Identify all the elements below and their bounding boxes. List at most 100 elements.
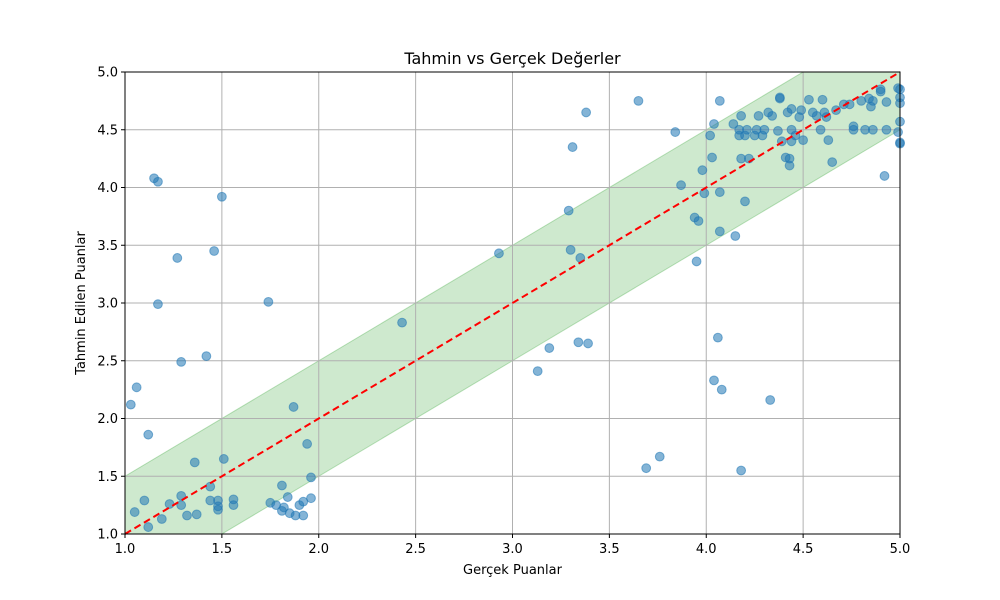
scatter-point	[633, 95, 644, 106]
scatter-point	[164, 499, 175, 509]
scatter-point	[191, 509, 202, 520]
y-tick-label: 1.0	[97, 528, 118, 543]
scatter-point	[765, 395, 776, 405]
y-tick-label: 3.0	[97, 297, 118, 312]
scatter-point	[759, 124, 770, 135]
y-axis-label: Tahmin Edilen Puanlar	[74, 231, 89, 376]
scatter-point	[131, 382, 142, 393]
scatter-point	[216, 191, 227, 202]
x-tick-label: 4.0	[696, 542, 717, 557]
scatter-point	[742, 124, 752, 135]
scatter-point	[567, 142, 578, 152]
scatter-point	[893, 127, 903, 137]
x-tick-label: 3.5	[599, 542, 620, 557]
scatter-point	[740, 196, 750, 207]
scatter-point	[670, 127, 681, 137]
scatter-point	[565, 244, 576, 255]
scatter-point	[573, 337, 584, 348]
scatter-point	[823, 135, 834, 146]
scatter-point	[848, 124, 859, 135]
scatter-point	[753, 110, 764, 121]
scatter-point	[815, 124, 826, 135]
scatter-point	[774, 92, 785, 103]
scatter-point	[867, 124, 878, 135]
scatter-point	[494, 248, 504, 259]
scatter-point	[827, 157, 838, 167]
scatter-point	[228, 500, 239, 511]
scatter-point	[288, 402, 299, 412]
scatter-point	[867, 95, 878, 106]
scatter-point	[153, 299, 163, 310]
scatter-point	[213, 504, 223, 515]
scatter-point	[817, 94, 828, 105]
scatter-point	[306, 493, 316, 504]
scatter-point	[691, 256, 702, 267]
scatter-point	[714, 187, 725, 198]
scatter-point	[278, 502, 289, 513]
scatter-point	[125, 399, 136, 410]
scatter-point	[736, 110, 747, 121]
scatter-point	[156, 514, 167, 524]
x-axis-label: Gerçek Puanlar	[463, 563, 563, 578]
scatter-point	[712, 332, 723, 343]
scatter-point	[767, 110, 778, 121]
scatter-point	[784, 160, 795, 171]
scatter-point	[306, 472, 316, 483]
y-tick-label: 4.5	[97, 123, 118, 138]
scatter-point	[213, 495, 223, 506]
scatter-point	[298, 510, 309, 521]
y-tick-label: 4.0	[97, 181, 118, 196]
scatter-point	[796, 105, 807, 116]
scatter-point	[153, 176, 163, 187]
scatter-point	[563, 205, 574, 216]
scatter-point	[581, 107, 592, 118]
scatter-point	[709, 375, 719, 386]
scatter-point	[218, 454, 229, 464]
points-layer	[125, 83, 905, 532]
x-tick-label: 2.5	[405, 542, 426, 557]
scatter-point	[277, 480, 287, 491]
scatter-point	[730, 231, 741, 241]
x-tick-label: 3.0	[502, 542, 523, 557]
y-tick-label: 3.5	[97, 239, 118, 254]
scatter-point	[709, 119, 719, 129]
scatter-point	[879, 171, 890, 181]
y-tick-label: 2.0	[97, 412, 118, 427]
scatter-point	[139, 495, 150, 506]
scatter-point	[728, 119, 739, 129]
scatter-point	[143, 429, 154, 440]
scatter-point	[176, 357, 187, 367]
scatter-point	[129, 507, 140, 517]
y-tick-label: 1.5	[97, 470, 118, 485]
scatter-point	[714, 226, 725, 237]
scatter-point	[263, 296, 274, 307]
scatter-point	[693, 216, 704, 226]
scatter-point	[397, 317, 407, 328]
scatter-point	[736, 465, 747, 476]
scatter-point	[172, 253, 183, 263]
x-tick-label: 2.0	[308, 542, 329, 557]
scatter-point	[773, 126, 783, 136]
scatter-point	[676, 180, 686, 191]
scatter-point	[302, 439, 313, 449]
scatter-point	[881, 124, 892, 135]
y-tick-label: 2.5	[97, 354, 118, 369]
scatter-point	[176, 500, 187, 511]
tick-layer: 1.0 1.5 2.0 2.5 3.0 3.5 4.0 4.5 5.0 1.0 1.5 2.0 2.5 3…	[97, 66, 910, 558]
scatter-point	[583, 338, 593, 349]
reference-line-layer	[124, 71, 901, 535]
scatter-point	[875, 86, 886, 97]
scatter-point	[544, 343, 555, 353]
scatter-point	[707, 152, 717, 163]
scatter-point	[697, 165, 708, 176]
scatter-point	[209, 246, 220, 256]
x-tick-label: 4.5	[793, 542, 814, 557]
scatter-point	[881, 97, 892, 107]
scatter-point	[798, 135, 809, 146]
scatter-point	[201, 351, 212, 362]
scatter-point	[641, 463, 652, 474]
x-tick-label: 1.5	[212, 542, 233, 557]
scatter-point	[189, 457, 200, 468]
